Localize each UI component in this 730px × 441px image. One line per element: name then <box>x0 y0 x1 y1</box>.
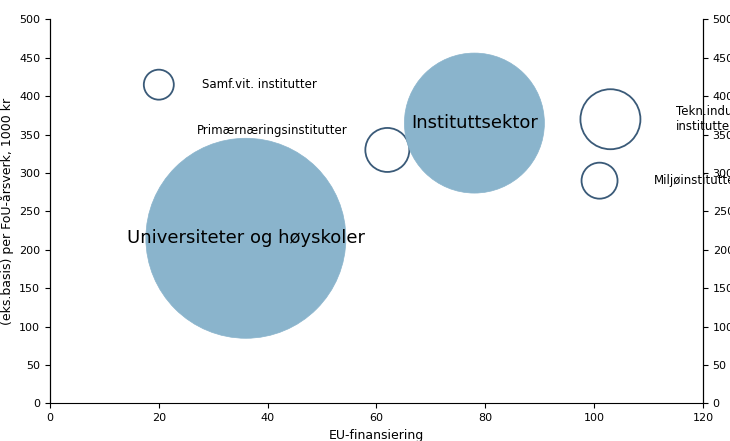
X-axis label: EU-finansiering
per FoU-årsverk (1 000 kr): EU-finansiering per FoU-årsverk (1 000 k… <box>293 429 459 441</box>
Text: Miljøinstitutter: Miljøinstitutter <box>654 174 730 187</box>
Ellipse shape <box>582 163 618 198</box>
Y-axis label: Forskningsrådsfinansiering
(eks.basis) per FoU-årsverk, 1000 kr: Forskningsrådsfinansiering (eks.basis) p… <box>0 98 14 325</box>
Text: Instituttsektor: Instituttsektor <box>411 114 538 132</box>
Ellipse shape <box>404 53 545 193</box>
Text: Universiteter og høyskoler: Universiteter og høyskoler <box>127 229 365 247</box>
Text: Primærnæringsinstitutter: Primærnæringsinstitutter <box>197 124 347 137</box>
Ellipse shape <box>580 89 640 149</box>
Text: Samf.vit. institutter: Samf.vit. institutter <box>202 78 318 91</box>
Text: Tekn.industrielle
institutter: Tekn.industrielle institutter <box>676 105 730 133</box>
Ellipse shape <box>144 70 174 100</box>
Ellipse shape <box>146 138 346 338</box>
Ellipse shape <box>365 128 410 172</box>
